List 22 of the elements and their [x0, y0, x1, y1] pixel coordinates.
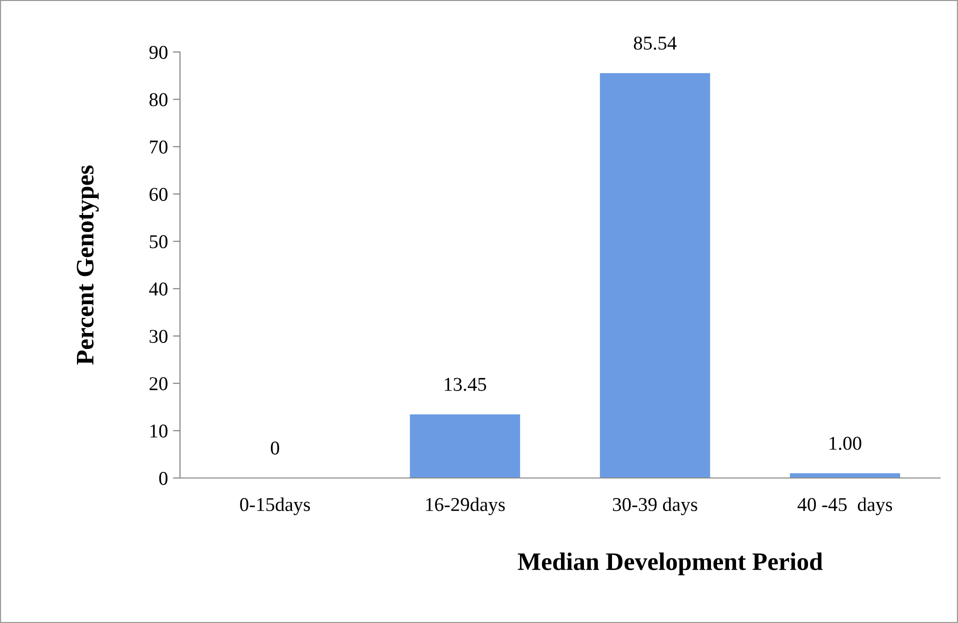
- y-tick-label: 0: [159, 472, 168, 485]
- y-tick-label: 60: [150, 188, 168, 201]
- y-axis-title: Percent Genotypes: [76, 166, 99, 365]
- x-tick-label: 0-15days: [240, 497, 310, 516]
- y-tick-label: 10: [150, 424, 168, 438]
- y-tick-label: 70: [150, 140, 168, 154]
- data-label: 1.00: [830, 436, 862, 450]
- x-tick-label: 40 -45 days: [798, 497, 892, 516]
- data-label: 13.45: [444, 378, 486, 392]
- y-tick-label: 80: [149, 93, 168, 106]
- data-label: 0: [270, 441, 280, 455]
- x-tick-label: 16-29days: [426, 497, 505, 516]
- y-tick-label: 50: [150, 235, 168, 248]
- bar: [410, 414, 520, 478]
- y-tick-label: 90: [149, 46, 168, 59]
- data-label: 85.54: [634, 36, 677, 50]
- bar: [600, 73, 710, 478]
- y-tick-label: 40: [149, 282, 168, 296]
- x-axis-title: Median Development Period: [518, 552, 823, 576]
- y-tick-label: 20: [150, 377, 168, 390]
- x-tick-label: 30-39 days: [612, 497, 698, 516]
- y-tick-label: 30: [150, 330, 168, 343]
